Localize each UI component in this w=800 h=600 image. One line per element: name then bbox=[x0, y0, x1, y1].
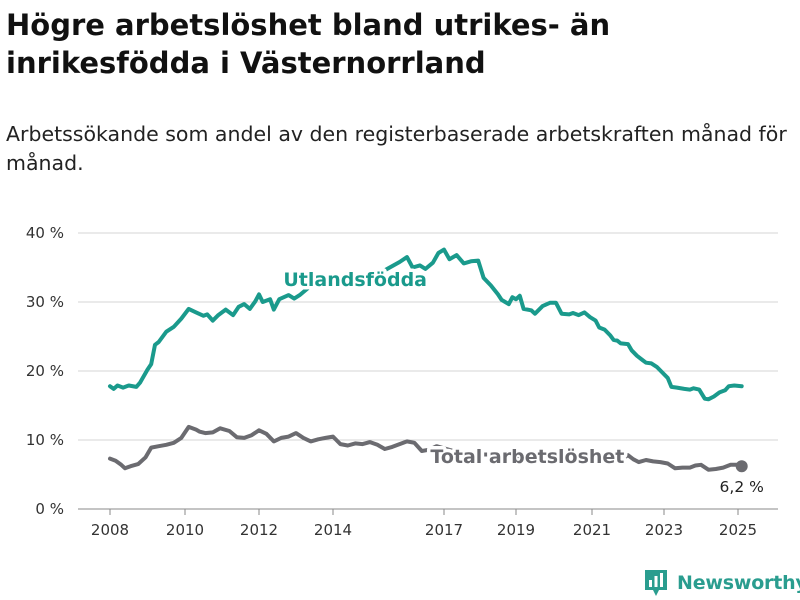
page-title: Högre arbetslöshet bland utrikes- än inr… bbox=[6, 8, 611, 80]
y-axis-ticks: 0 % 10 % 20 % 30 % 40 % bbox=[26, 224, 64, 518]
series-label-1: Total arbetslöshet bbox=[430, 446, 624, 468]
x-tick-label: 2008 bbox=[91, 521, 129, 539]
series-label-0: Utlandsfödda bbox=[283, 269, 427, 291]
x-tick-label: 2012 bbox=[240, 521, 278, 539]
y-tick-label: 30 % bbox=[26, 293, 64, 311]
end-value-label: 6,2 % bbox=[720, 478, 764, 496]
newsworthy-logo: Newsworthy bbox=[643, 568, 800, 598]
x-tick-label: 2023 bbox=[645, 521, 683, 539]
x-axis: 2008 2010 2012 2014 2017 2019 2021 2023 2025 bbox=[91, 509, 757, 539]
series-lines bbox=[108, 247, 744, 472]
series-line-0 bbox=[108, 247, 744, 402]
page-subtitle: Arbetssökande som andel av den registerb… bbox=[6, 122, 787, 175]
y-tick-label: 40 % bbox=[26, 224, 64, 242]
series-labels: Utlandsfödda Total arbetslöshet 6,2 % bbox=[280, 266, 764, 496]
x-tick-label: 2021 bbox=[573, 521, 611, 539]
end-point-marker bbox=[735, 460, 748, 473]
bar-chart-logo-icon bbox=[645, 570, 667, 596]
x-tick-label: 2017 bbox=[425, 521, 463, 539]
x-tick-label: 2019 bbox=[497, 521, 535, 539]
x-tick-label: 2025 bbox=[719, 521, 757, 539]
x-tick-label: 2010 bbox=[166, 521, 204, 539]
x-tick-label: 2014 bbox=[314, 521, 352, 539]
y-tick-label: 20 % bbox=[26, 362, 64, 380]
brand-name: Newsworthy bbox=[677, 572, 800, 594]
series-line-1 bbox=[108, 424, 744, 472]
y-tick-label: 0 % bbox=[35, 500, 64, 518]
y-tick-label: 10 % bbox=[26, 431, 64, 449]
